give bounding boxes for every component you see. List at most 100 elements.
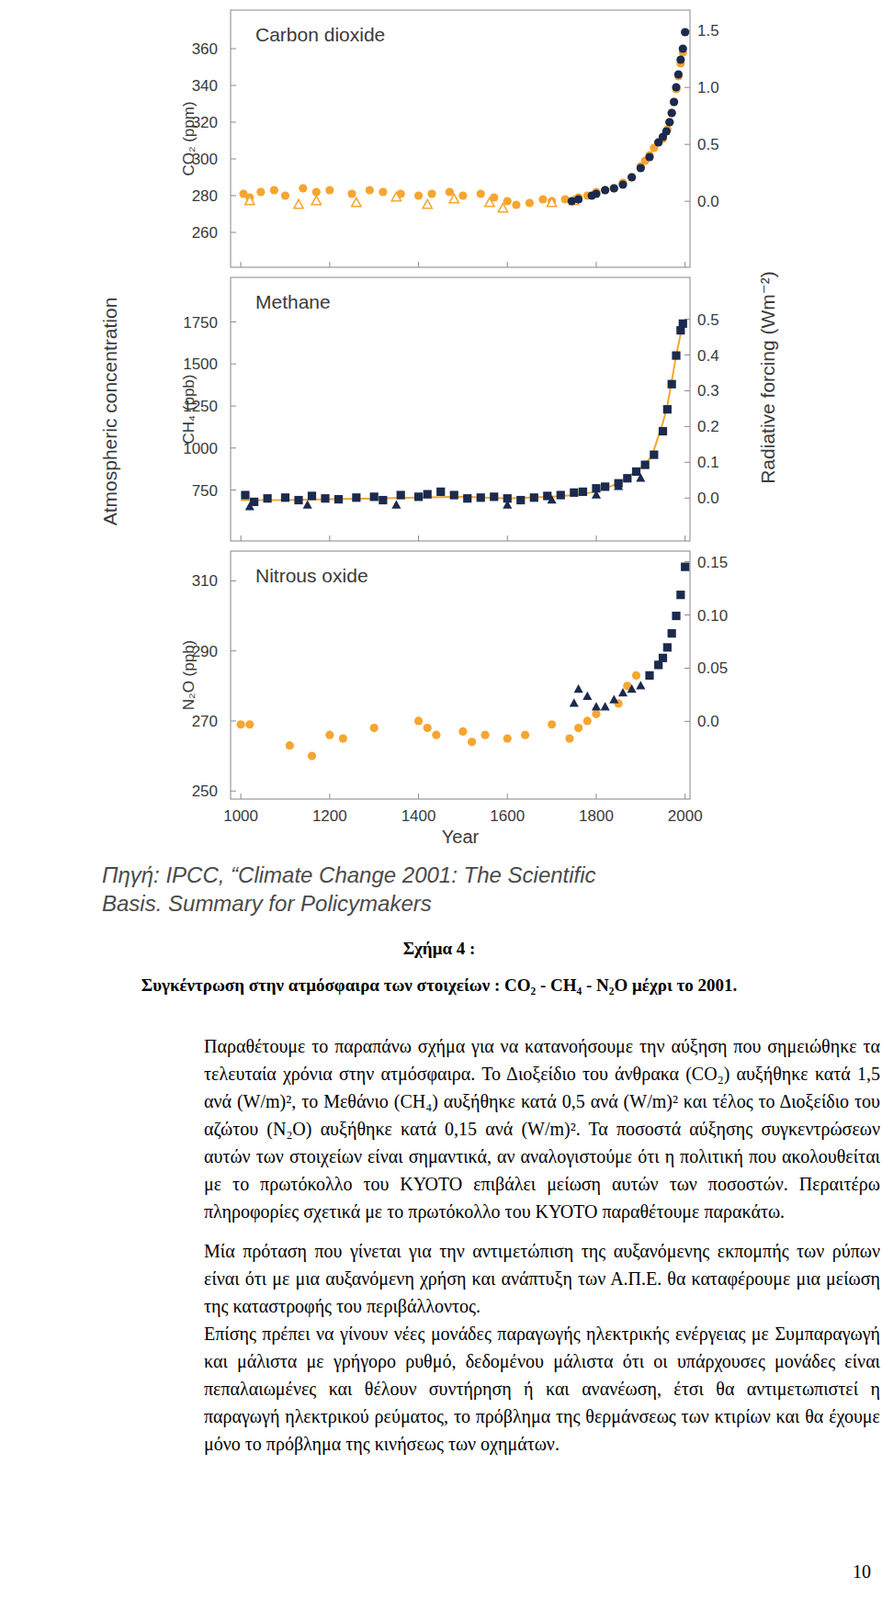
- y2-tick-label: 1.5: [697, 22, 720, 40]
- data-point: [294, 496, 303, 505]
- data-point: [583, 716, 592, 725]
- data-point: [658, 654, 668, 663]
- data-point: [502, 499, 512, 509]
- data-point: [485, 197, 495, 206]
- y2-tick: [684, 721, 690, 723]
- y-axis-label: CH₄ (ppb): [180, 374, 198, 445]
- data-point: [476, 189, 486, 198]
- y-tick: [230, 489, 237, 491]
- y2-tick: [684, 614, 690, 616]
- panel: 1000120014001600180020002502702903100.00…: [180, 551, 728, 848]
- data-point: [644, 152, 654, 161]
- y-tick-label: 1750: [182, 314, 218, 332]
- data-point: [649, 451, 658, 460]
- y-tick: [230, 48, 237, 50]
- x-tick: [595, 261, 597, 268]
- x-tick: [418, 261, 419, 268]
- data-point: [565, 734, 574, 743]
- data-point: [680, 563, 690, 572]
- data-point: [240, 490, 249, 499]
- y-tick: [230, 158, 237, 160]
- data-point: [245, 720, 254, 729]
- y2-tick-label: 1.0: [697, 79, 720, 97]
- data-point: [325, 731, 334, 740]
- paragraph: Επίσης πρέπει να γίνουν νέες μονάδες παρ…: [203, 1320, 881, 1459]
- data-point: [458, 191, 467, 200]
- plot-frame: [230, 277, 690, 542]
- y2-tick-label: 0.0: [697, 192, 720, 211]
- data-point: [569, 698, 579, 707]
- data-point: [511, 200, 521, 209]
- data-point: [665, 117, 674, 126]
- data-point: [497, 203, 508, 212]
- data-point: [476, 493, 486, 502]
- data-point: [334, 495, 343, 504]
- y2-tick: [684, 667, 690, 669]
- y-tick-label: 260: [192, 224, 218, 242]
- y-tick-label: 310: [192, 572, 218, 590]
- x-tick: [418, 793, 419, 800]
- paragraph: Παραθέτουμε το παραπάνω σχήμα για να κατ…: [203, 1032, 881, 1226]
- data-point: [618, 688, 628, 697]
- x-tick: [328, 793, 330, 800]
- y-axis-label: N₂O (ppb): [180, 640, 198, 712]
- data-point: [609, 695, 619, 704]
- y2-tick: [684, 462, 690, 464]
- y2-tick: [684, 144, 690, 146]
- y-tick: [230, 232, 237, 234]
- y-tick-label: 750: [192, 482, 218, 500]
- y2-tick-label: 0.2: [697, 418, 720, 436]
- data-point: [636, 163, 645, 172]
- data-point: [458, 727, 467, 736]
- data-point: [307, 751, 317, 760]
- data-point: [663, 405, 672, 414]
- data-point: [450, 490, 459, 499]
- data-point: [610, 183, 619, 193]
- data-point: [516, 496, 525, 505]
- x-tick: [595, 793, 597, 800]
- panel: 2602803003203403600.00.51.01.5Carbon dio…: [180, 10, 720, 268]
- data-point: [600, 701, 611, 711]
- data-point: [281, 493, 290, 502]
- data-point: [365, 185, 374, 194]
- data-point: [678, 319, 688, 328]
- data-point: [281, 191, 290, 200]
- x-tick: [684, 535, 686, 542]
- data-point: [574, 684, 584, 693]
- y-tick: [230, 580, 237, 582]
- x-tick: [684, 793, 686, 800]
- y2-tick-label: 0.15: [697, 554, 728, 572]
- series-line: [240, 322, 686, 501]
- data-point: [632, 671, 641, 680]
- data-point: [520, 731, 530, 740]
- y-tick: [230, 650, 237, 652]
- data-point: [547, 720, 556, 729]
- y2-tick-label: 0.4: [697, 347, 720, 365]
- data-point: [641, 460, 650, 469]
- x-tick-label: 1200: [312, 807, 348, 826]
- data-point: [644, 671, 654, 680]
- x-tick-label: 1600: [489, 807, 525, 826]
- data-point: [667, 629, 677, 638]
- data-point: [547, 197, 557, 206]
- data-point: [414, 191, 423, 200]
- data-point: [591, 701, 601, 711]
- data-point: [600, 185, 610, 194]
- data-point: [665, 117, 674, 126]
- data-point: [622, 474, 632, 483]
- panel-title: Carbon dioxide: [255, 23, 385, 46]
- y-tick: [230, 720, 237, 722]
- y-tick-label: 270: [192, 712, 218, 731]
- y-tick: [230, 195, 237, 197]
- data-point: [627, 684, 637, 693]
- data-point: [427, 189, 436, 198]
- data-point: [431, 731, 441, 740]
- data-point: [667, 108, 677, 117]
- data-point: [436, 487, 445, 497]
- data-point: [311, 195, 321, 204]
- data-point: [467, 737, 476, 747]
- page: 2602803003203403600.00.51.01.5Carbon dio…: [0, 0, 882, 1600]
- x-tick: [240, 535, 242, 542]
- data-point: [423, 490, 432, 499]
- data-point: [663, 643, 672, 652]
